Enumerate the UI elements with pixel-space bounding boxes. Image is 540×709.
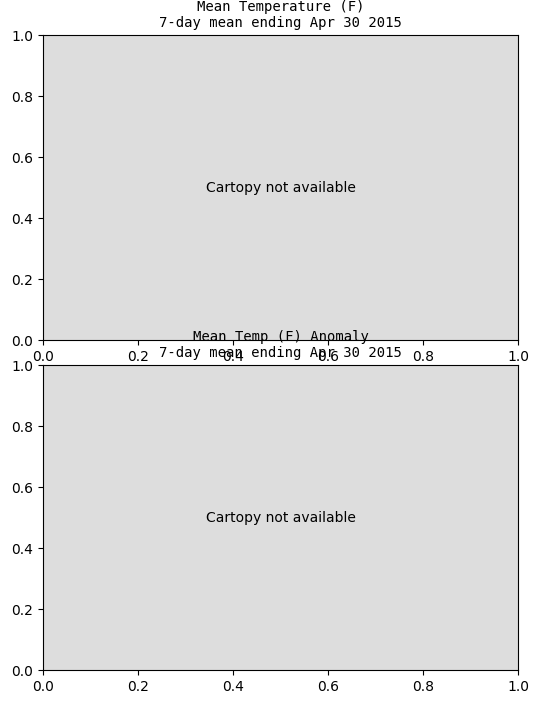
Text: Cartopy not available: Cartopy not available	[206, 181, 356, 195]
Title: Mean Temp (F) Anomaly
7-day mean ending Apr 30 2015: Mean Temp (F) Anomaly 7-day mean ending …	[159, 330, 402, 359]
Title: Mean Temperature (F)
7-day mean ending Apr 30 2015: Mean Temperature (F) 7-day mean ending A…	[159, 0, 402, 30]
Text: Cartopy not available: Cartopy not available	[206, 510, 356, 525]
